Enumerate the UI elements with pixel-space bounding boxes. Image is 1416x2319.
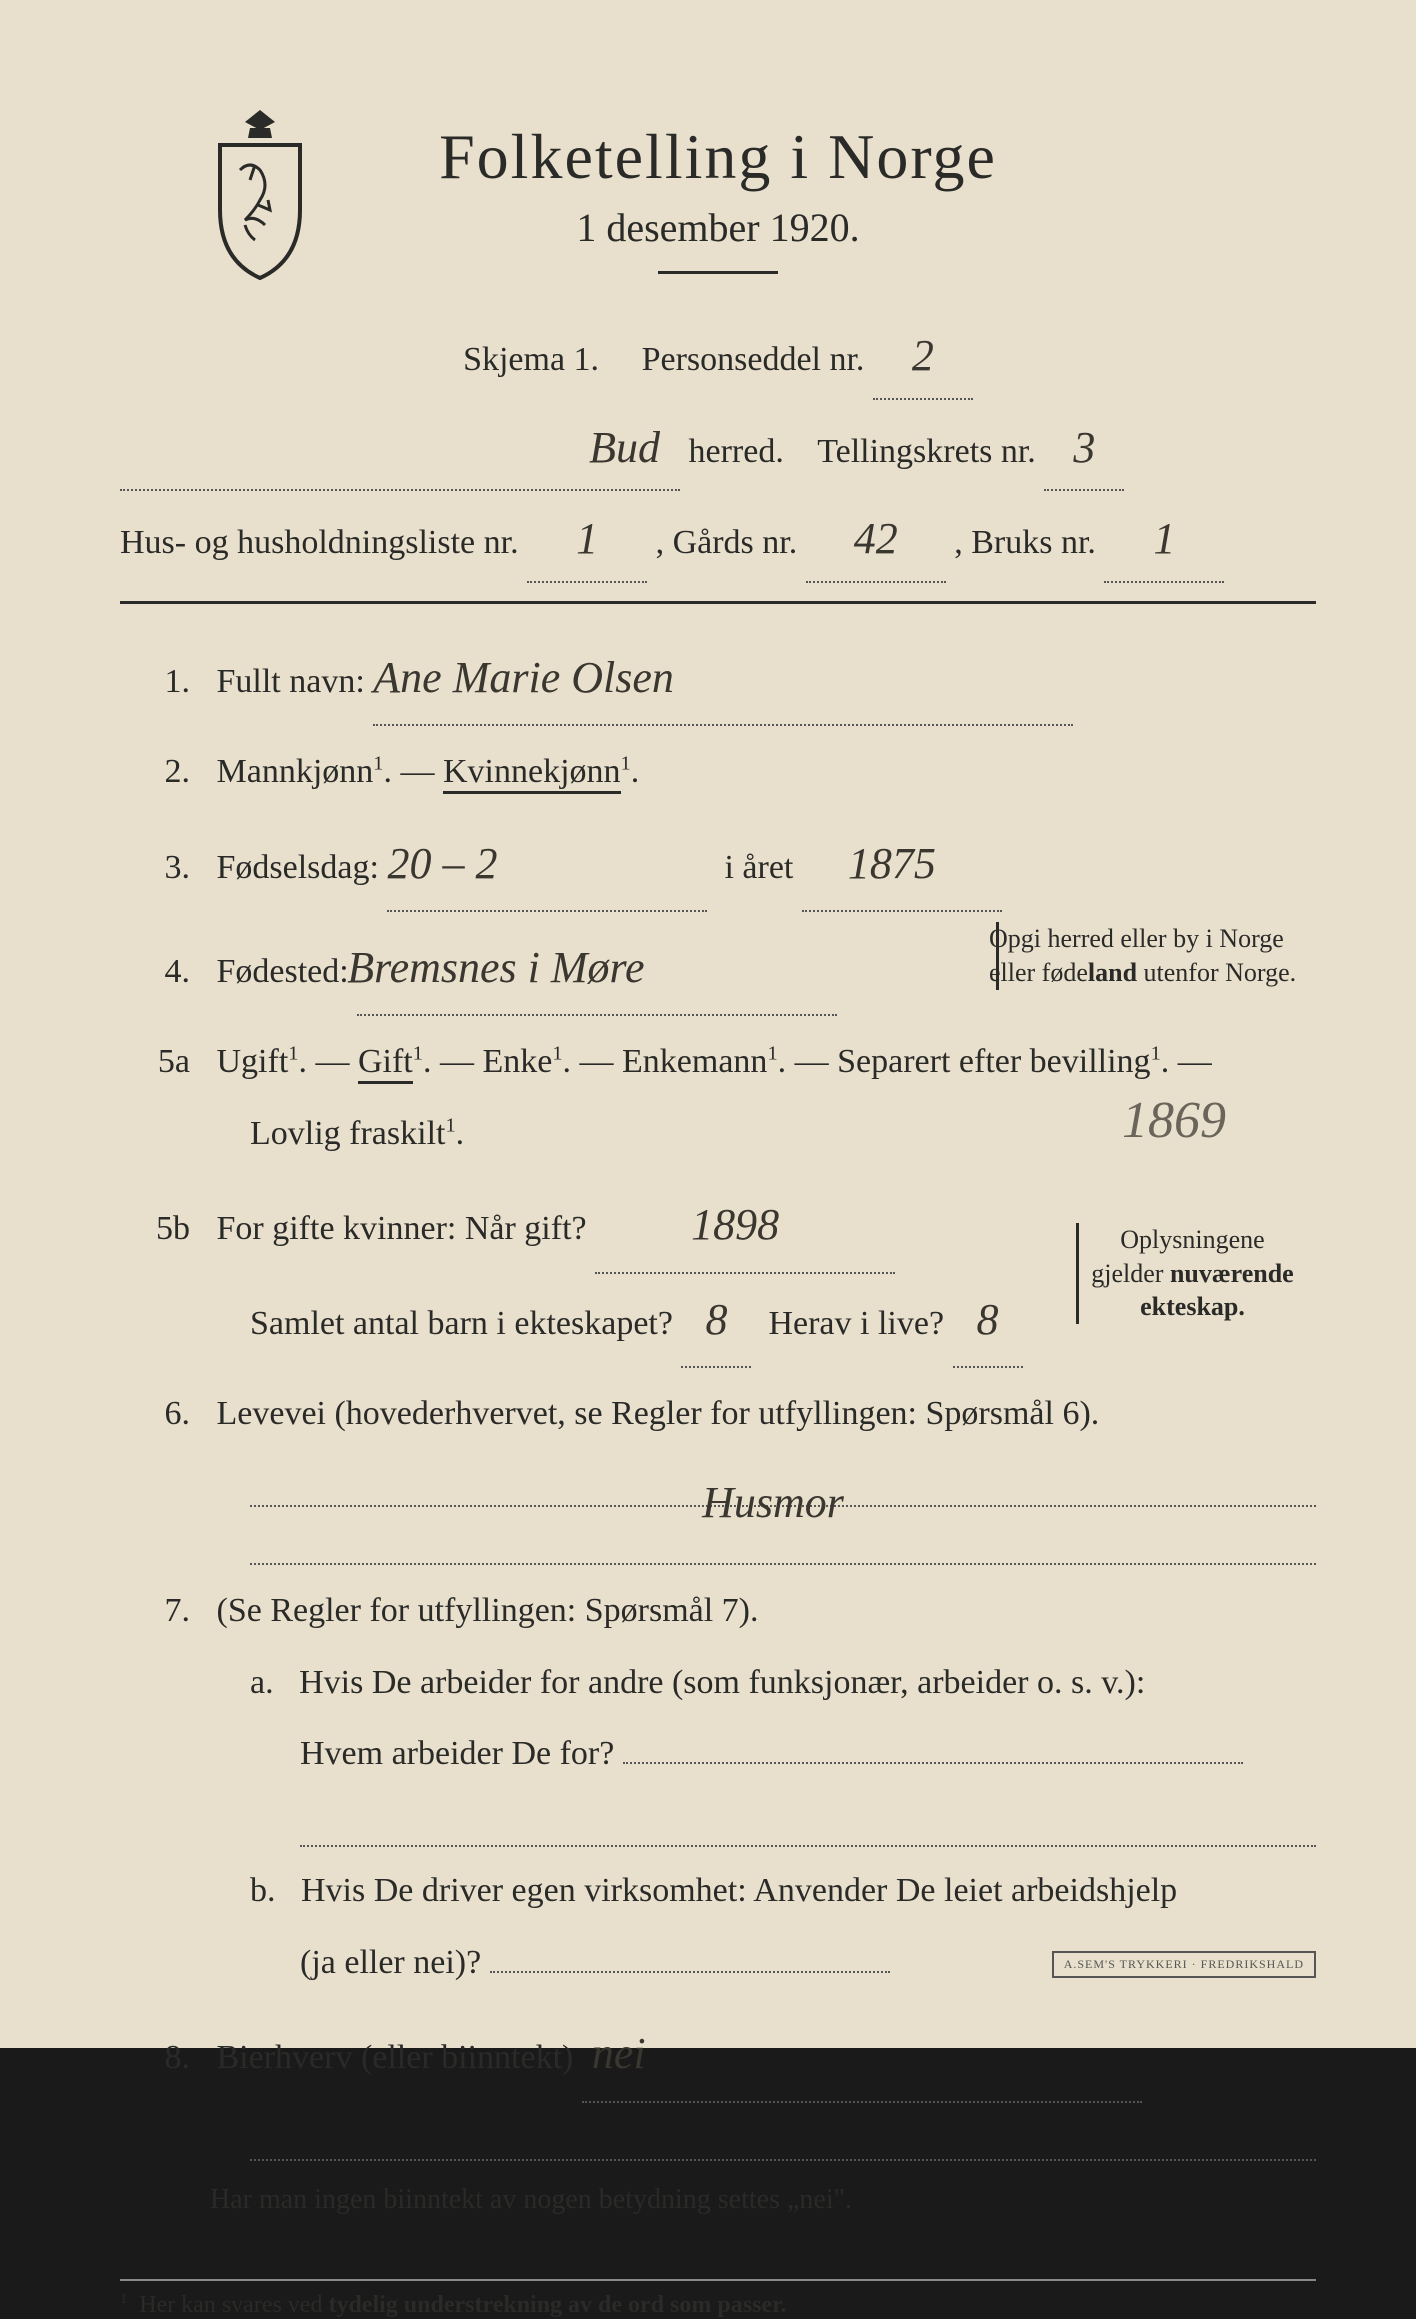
census-form-page: Folketelling i Norge 1 desember 1920. Sk… [0,0,1416,2048]
q5a-fraskilt: Lovlig fraskilt [250,1115,445,1152]
q4-label: Fødested: [217,953,349,990]
husliste-row: Hus- og husholdningsliste nr. 1 , Gårds … [120,497,1316,583]
q7b-l1: Hvis De driver egen virksomhet: Anvender… [301,1872,1177,1909]
q5a-margin-note: 1869 [1142,1066,1226,1175]
personseddel-value: 2 [873,314,973,400]
q7-label: (Se Regler for utfyllingen: Spørsmål 7). [217,1592,759,1629]
q6-num: 6. [120,1378,190,1449]
q4: 4. Fødested: Bremsnes i Møre Opgi herred… [120,922,1316,1016]
q5a-separert: Separert efter bevilling [837,1043,1150,1080]
q3-year: 1875 [802,818,1002,912]
q4-value: Bremsnes i Møre [357,922,837,1016]
q8-value: nei [582,2008,1142,2102]
blank-line [250,2111,1316,2161]
q4-note: Opgi herred eller by i Norge eller fødel… [996,922,1316,990]
q5a-num: 5a [120,1026,190,1097]
q7b-value [490,1971,890,1973]
q6-label: Levevei (hovederhvervet, se Regler for u… [217,1395,1100,1432]
q5b-barn: 8 [681,1274,751,1368]
q6: 6. Levevei (hovederhvervet, se Regler fo… [120,1378,1316,1565]
q1-num: 1. [120,646,190,717]
q7: 7. (Se Regler for utfyllingen: Spørsmål … [120,1575,1316,1998]
q5a-ugift: Ugift [217,1043,289,1080]
q3-day: 20 – 2 [387,818,707,912]
q5a-enke: Enke [482,1043,552,1080]
bruks-value: 1 [1104,497,1224,583]
q3-mid: i året [724,849,793,886]
tellingskrets-value: 3 [1044,406,1124,492]
q2-female-selected: Kvinnekjønn [443,753,621,794]
q1-value: Ane Marie Olsen [373,632,1073,726]
husliste-value: 1 [527,497,647,583]
herred-row: Bud herred. Tellingskrets nr. 3 [120,406,1316,492]
printer-stamp: A.SEM'S TRYKKERI · FREDRIKSHALD [1052,1951,1316,1978]
skjema-row: Skjema 1. Personseddel nr. 2 [120,314,1316,400]
q5b: 5b For gifte kvinner: Når gift? 1898 Sam… [120,1179,1316,1368]
q7a-l2: Hvem arbeider De for? [300,1735,614,1772]
q7a-l1: Hvis De arbeider for andre (som funksjon… [299,1664,1145,1701]
q7a-value [623,1762,1243,1764]
q7-num: 7. [120,1575,190,1646]
herred-label: herred. [689,433,784,470]
q8: 8. Bierhverv (eller biinntekt) nei [120,2008,1316,2160]
skjema-label: Skjema 1. [463,341,599,378]
coat-of-arms-icon [200,110,320,280]
q8-label: Bierhverv (eller biinntekt) [217,2039,574,2076]
q5a-enkemann: Enkemann [622,1043,767,1080]
q4-num: 4. [120,936,190,1007]
herred-value: Bud [120,406,680,492]
q5b-note: Oplysningene gjelder nuværende ekteskap. [1076,1223,1316,1324]
tellingskrets-label: Tellingskrets nr. [817,433,1036,470]
q3-num: 3. [120,832,190,903]
q7a-label: a. [250,1664,274,1701]
q5b-num: 5b [120,1193,190,1264]
q1: 1. Fullt navn: Ane Marie Olsen [120,632,1316,726]
q2-num: 2. [120,736,190,807]
bruks-label: , Bruks nr. [954,524,1096,561]
q3: 3. Fødselsdag: 20 – 2 i året 1875 [120,818,1316,912]
gards-label: , Gårds nr. [656,524,798,561]
q5b-l2b: Herav i live? [768,1305,944,1342]
q5a: 5a Ugift1. — Gift1. — Enke1. — Enkemann1… [120,1026,1316,1169]
bottom-note: Har man ingen biinntekt av nogen betydni… [210,2171,1316,2230]
gards-value: 42 [806,497,946,583]
q2-male: Mannkjønn [217,753,374,790]
q6-value: Husmor [250,1457,1316,1507]
q5b-live: 8 [953,1274,1023,1368]
q2: 2. Mannkjønn1. — Kvinnekjønn1. [120,736,1316,807]
q5a-gift-selected: Gift [358,1043,413,1084]
q5b-l2a: Samlet antal barn i ekteskapet? [250,1305,673,1342]
divider [658,271,778,274]
divider [120,601,1316,604]
blank-line [300,1797,1316,1847]
q5b-l1: For gifte kvinner: Når gift? [217,1210,587,1247]
personseddel-label: Personseddel nr. [642,341,865,378]
q7b-l2: (ja eller nei)? [300,1944,481,1981]
q5b-year: 1898 [595,1179,895,1273]
q1-label: Fullt navn: [217,663,365,700]
q7b-label: b. [250,1872,276,1909]
husliste-label: Hus- og husholdningsliste nr. [120,524,519,561]
footnote: 1 Her kan svares ved tydelig understrekn… [120,2279,1316,2319]
q8-num: 8. [120,2022,190,2093]
q3-label: Fødselsdag: [217,849,379,886]
